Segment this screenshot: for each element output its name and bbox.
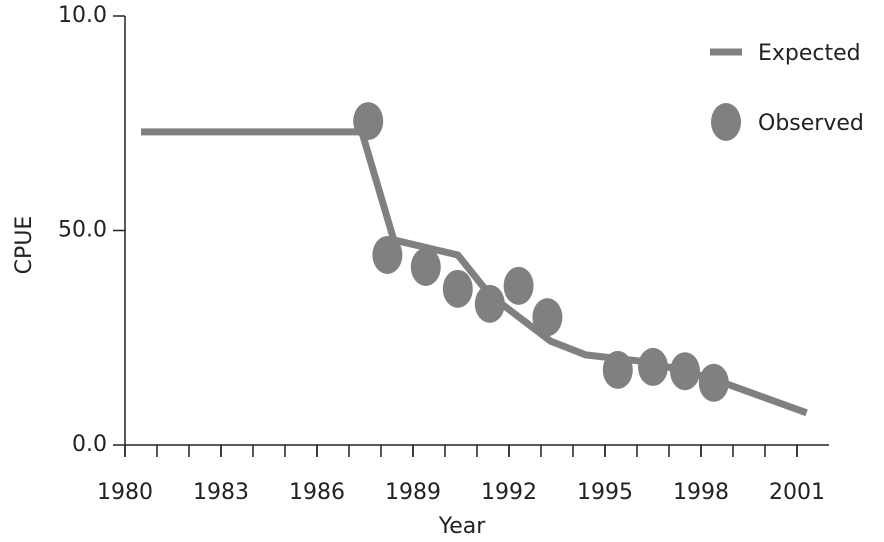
observed-point xyxy=(670,352,700,391)
x-tick-label: 1998 xyxy=(673,480,729,505)
observed-point xyxy=(442,269,473,308)
observed-point xyxy=(410,247,441,286)
y-tick-label: 0.0 xyxy=(72,432,107,457)
y-axis-label: CPUE xyxy=(12,216,37,275)
x-tick-label: 2001 xyxy=(769,480,825,505)
x-axis-label: Year xyxy=(438,514,487,539)
observed-point xyxy=(638,347,668,386)
legend-label: Observed xyxy=(758,111,864,136)
observed-point xyxy=(474,284,505,323)
observed-point xyxy=(353,102,384,141)
y-tick-label: 50.0 xyxy=(58,218,107,243)
x-tick-label: 1980 xyxy=(97,480,153,505)
observed-point xyxy=(372,235,403,274)
observed-point xyxy=(503,266,534,305)
x-tick-label: 1989 xyxy=(385,480,441,505)
x-tick-label: 1995 xyxy=(577,480,633,505)
observed-point xyxy=(698,363,729,402)
y-tick-label: 10.0 xyxy=(58,3,107,28)
x-tick-label: 1992 xyxy=(481,480,537,505)
x-tick-label: 1983 xyxy=(193,480,249,505)
observed-point xyxy=(532,298,563,337)
x-tick-label: 1986 xyxy=(289,480,345,505)
legend-marker xyxy=(711,103,741,141)
legend-label: Expected xyxy=(758,41,861,66)
observed-point xyxy=(602,350,633,389)
